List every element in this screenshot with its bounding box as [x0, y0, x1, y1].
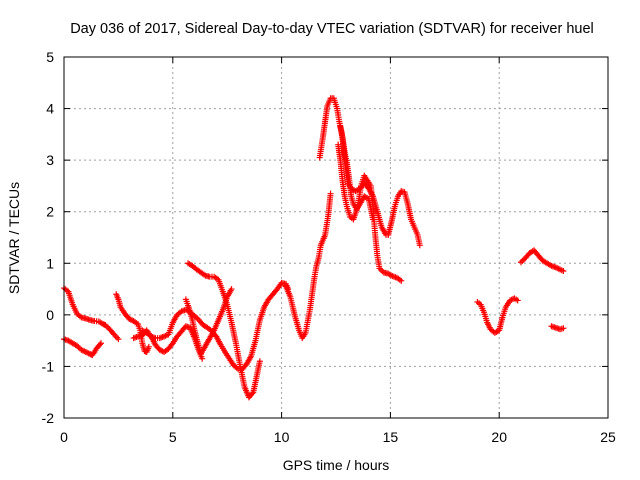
data-point [256, 358, 263, 365]
series-seg14 [474, 295, 521, 336]
series-seg1 [61, 285, 109, 329]
data-point [115, 336, 122, 343]
chart-title: Day 036 of 2017, Sidereal Day-to-day VTE… [70, 21, 594, 37]
x-tick-label: 25 [600, 429, 616, 445]
x-tick-label: 5 [169, 429, 177, 445]
data-point [249, 390, 256, 397]
data-point [145, 343, 152, 350]
series-seg4 [113, 291, 152, 355]
series-seg3 [102, 322, 122, 343]
y-tick-label: 4 [46, 101, 54, 117]
y-tick-label: 0 [46, 307, 54, 323]
series-seg13 [385, 188, 423, 249]
y-tick-label: 2 [46, 204, 54, 220]
series-seg9 [282, 190, 334, 342]
data-point [199, 355, 206, 362]
y-tick-label: 1 [46, 255, 54, 271]
data-point [96, 341, 103, 348]
y-tick-label: 5 [46, 49, 54, 65]
data-point [228, 286, 235, 293]
x-tick-label: 15 [383, 429, 399, 445]
data-point [416, 242, 423, 249]
data-point [514, 297, 521, 304]
data-point [398, 277, 405, 284]
series-seg15 [517, 247, 567, 275]
axis-ticks: 0 5 10 15 20 25 -2 -1 0 1 2 3 4 5 [42, 49, 616, 445]
plot-frame [63, 56, 609, 419]
data-marks [61, 95, 567, 401]
series-seg6 [139, 279, 292, 373]
data-point [517, 259, 524, 266]
series-seg2 [61, 336, 104, 359]
x-tick-label: 0 [60, 429, 68, 445]
y-tick-label: -2 [42, 410, 55, 426]
series-seg16 [548, 323, 567, 333]
data-point [560, 325, 567, 332]
y-axis-label: SDTVAR / TECUs [6, 182, 22, 294]
y-tick-label: -1 [42, 358, 55, 374]
x-axis-label: GPS time / hours [283, 457, 390, 473]
y-tick-label: 3 [46, 152, 54, 168]
data-point [369, 216, 376, 223]
series-seg8 [182, 286, 235, 357]
series-seg12 [337, 123, 376, 223]
x-tick-label: 10 [274, 429, 290, 445]
data-point [97, 340, 104, 347]
x-tick-label: 20 [491, 429, 507, 445]
data-point [560, 268, 567, 275]
data-point [327, 190, 334, 197]
grid [64, 57, 608, 418]
series-seg7 [185, 260, 263, 401]
